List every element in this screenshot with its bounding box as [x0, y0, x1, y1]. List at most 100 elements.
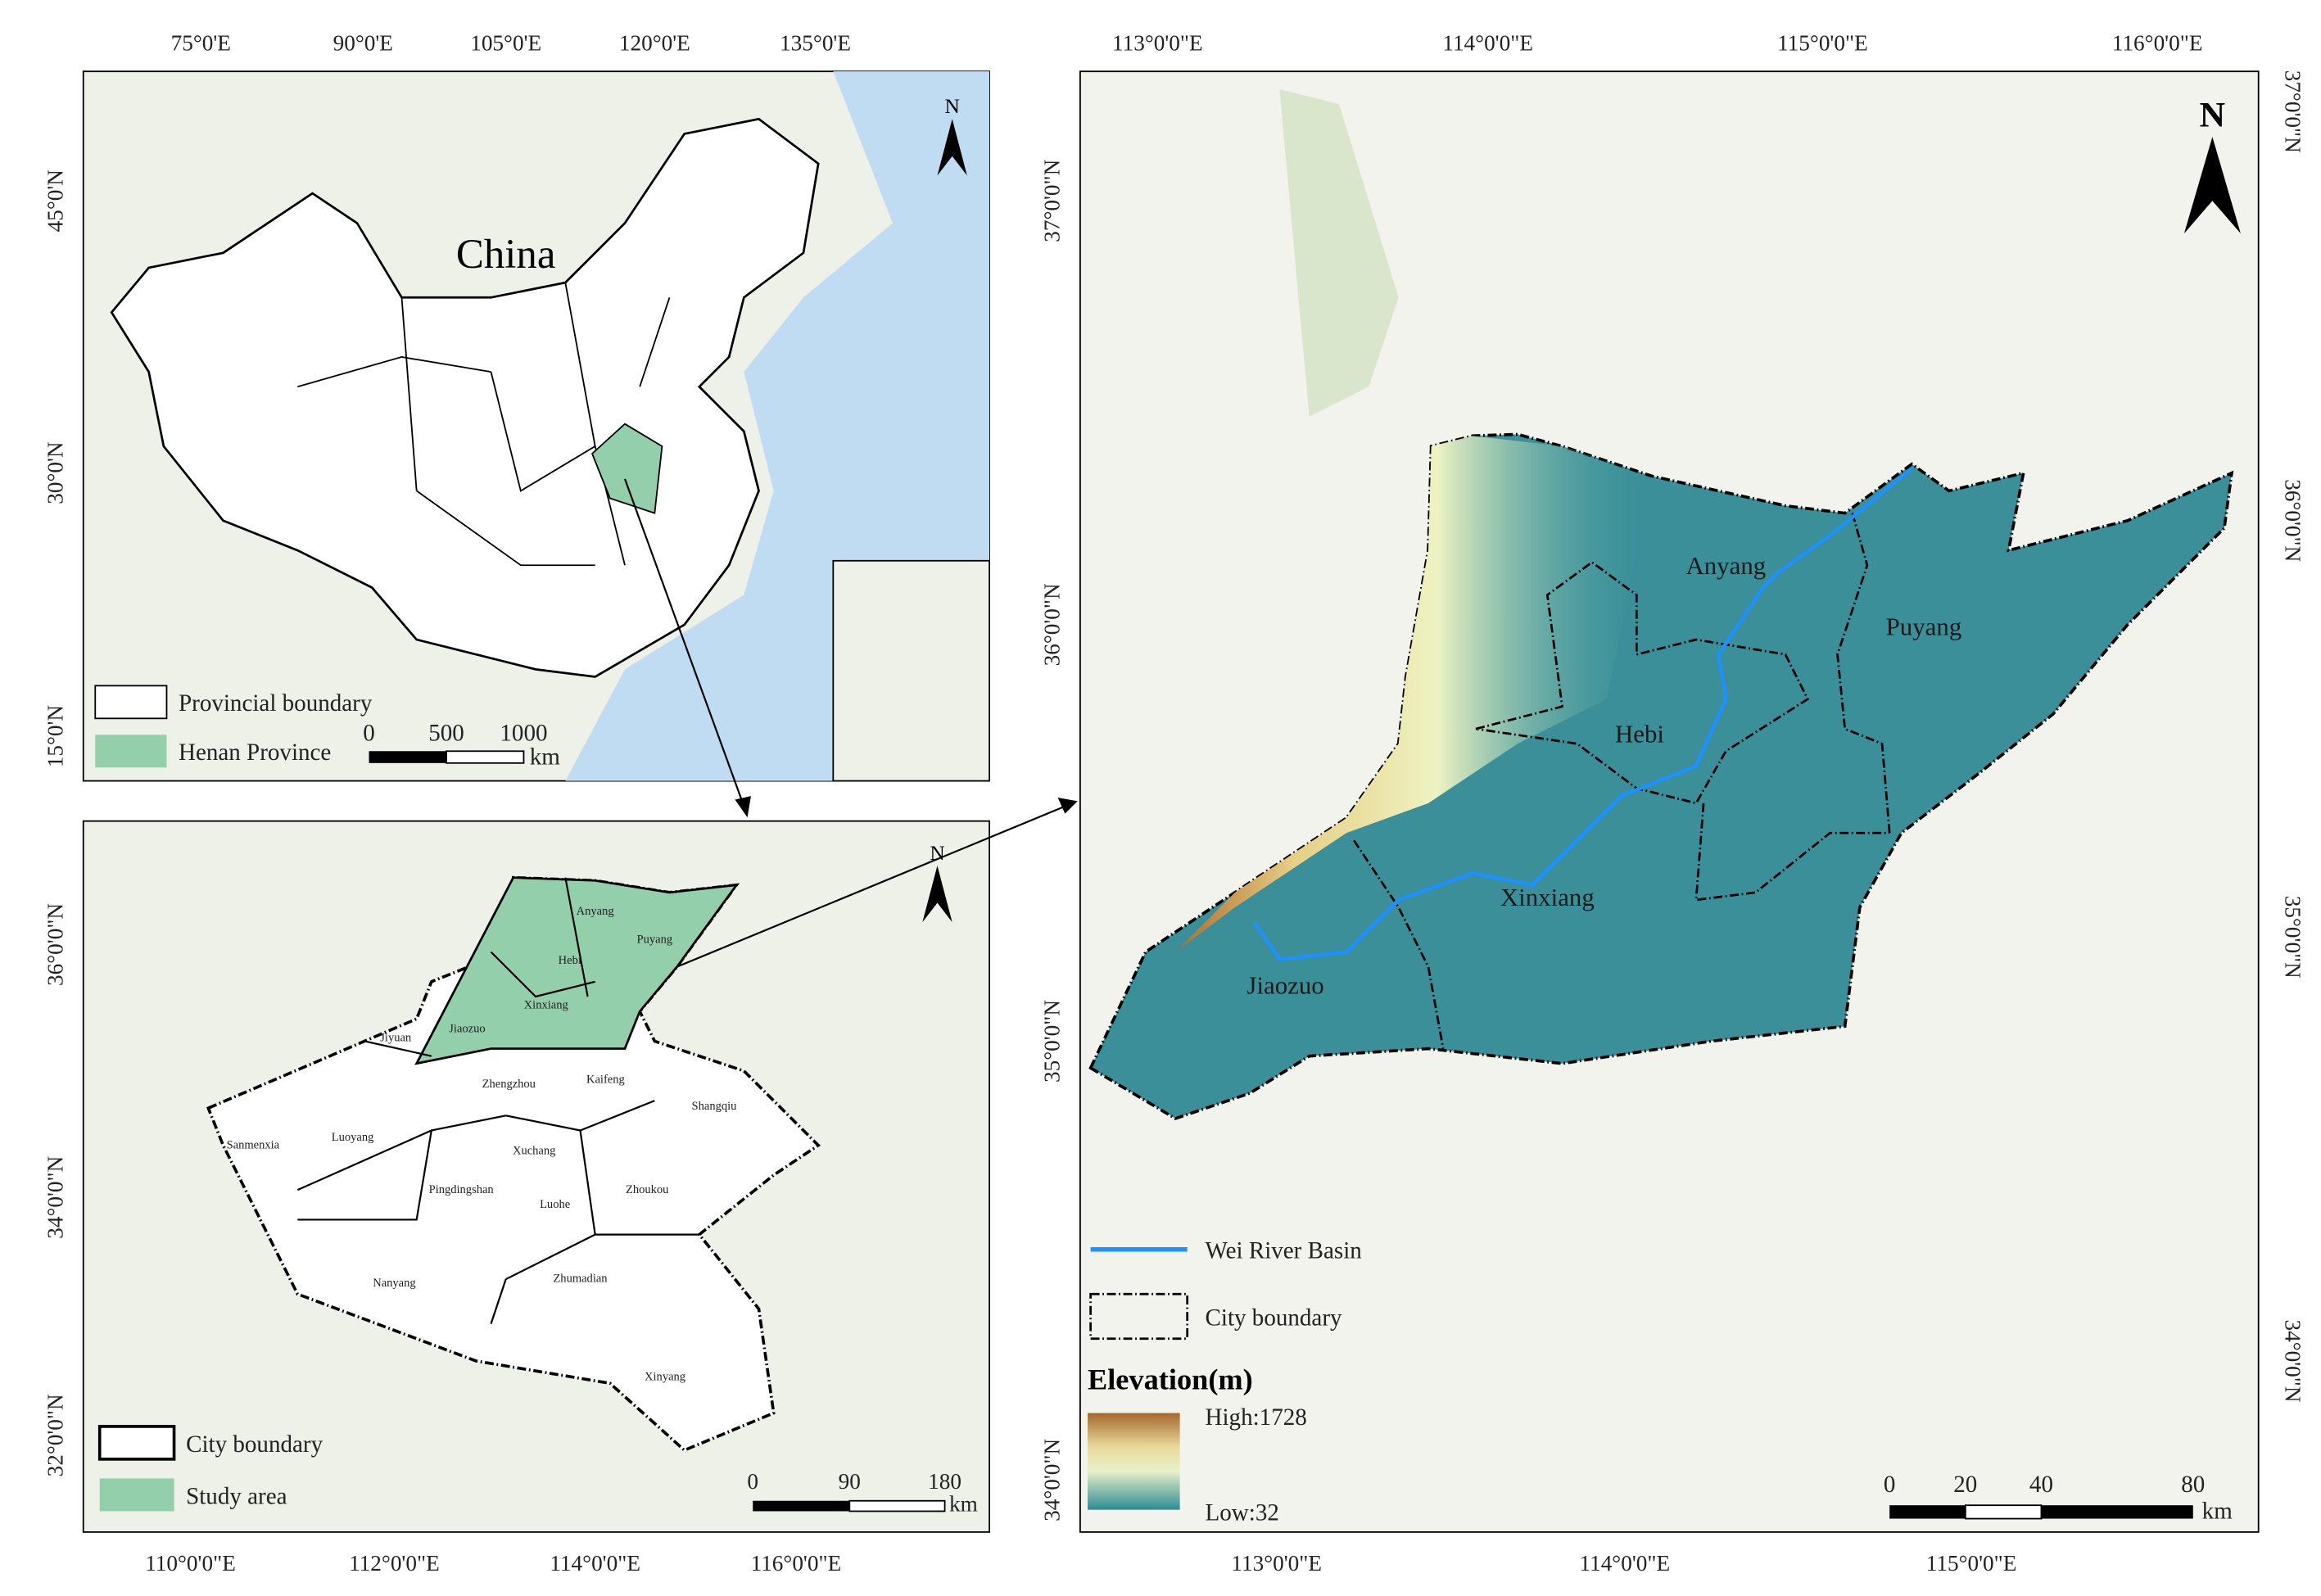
inset	[832, 559, 990, 782]
city-label: Shangqiu	[692, 1100, 738, 1113]
province-lines	[297, 282, 671, 567]
lon-label: 116°0'0"E	[751, 1551, 842, 1576]
lon-label: 114°0'0"E	[550, 1551, 640, 1576]
lon-label: 113°0'0"E	[1112, 31, 1203, 56]
scale-label: 80	[2181, 1472, 2205, 1498]
connector	[623, 478, 745, 807]
legend-label: Wei River Basin	[1206, 1238, 1363, 1264]
legend-swatch	[97, 1425, 176, 1461]
scale-bar	[369, 751, 446, 763]
wei-river	[1252, 467, 1913, 961]
scale-label: 0	[363, 721, 375, 747]
city-label: Zhengzhou	[482, 1078, 536, 1091]
scale-unit: km	[530, 744, 561, 771]
terrain	[1279, 88, 1399, 417]
city-label: Luohe	[540, 1198, 570, 1211]
city-label: Sanmenxia	[227, 1138, 280, 1151]
lat-label: 36°0'0"N	[2280, 479, 2305, 562]
legend-swatch	[1089, 1292, 1189, 1341]
scale-label: 40	[2029, 1472, 2053, 1498]
lat-label: 36°0'0"N	[43, 903, 67, 986]
lat-label: 35°0'0"N	[2280, 896, 2305, 979]
lon-label: 110°0'0"E	[145, 1551, 236, 1576]
study-area	[414, 876, 740, 1065]
lat-label: 32°0'0"N	[43, 1394, 67, 1476]
legend-label: Provincial boundary	[179, 690, 373, 717]
legend-label: Study area	[186, 1483, 287, 1509]
lat-label: 34°0'0"N	[2280, 1319, 2305, 1402]
arrowhead	[735, 796, 751, 818]
henan-province	[590, 423, 663, 514]
lon-label: 114°0'0"E	[1579, 1551, 1670, 1576]
scale-bar	[848, 1499, 946, 1512]
scale-label: 90	[839, 1469, 861, 1494]
scale-label: 1000	[500, 721, 547, 747]
lat-label: 45°0'N	[43, 170, 67, 233]
city-label: Anyang	[1685, 551, 1766, 580]
city-label: Hebi	[559, 954, 581, 967]
map-title: China	[456, 232, 556, 278]
scale-label: 0	[747, 1469, 758, 1494]
city-label: Anyang	[577, 905, 614, 918]
north-label: N	[944, 94, 959, 118]
lon-label: 116°0'0"E	[2112, 31, 2203, 56]
lon-label: 90°0'E	[333, 31, 393, 56]
lon-label: 113°0'0"E	[1231, 1551, 1322, 1576]
lat-label: 30°0'N	[43, 441, 67, 504]
north-arrow	[2183, 137, 2241, 234]
city-label: Jiyuan	[380, 1031, 412, 1044]
lon-label: 105°0'E	[470, 31, 541, 56]
lat-label: 34°0'0"N	[1039, 1438, 1064, 1521]
elevation-hills	[1175, 436, 1652, 952]
china-outline	[110, 117, 820, 678]
scale-unit: km	[2202, 1499, 2233, 1525]
legend-swatch	[99, 1478, 174, 1512]
legend-swatch	[94, 685, 168, 720]
city-label: Puyang	[1886, 613, 1962, 641]
city-label: Kaifeng	[586, 1073, 625, 1086]
connector	[676, 805, 1066, 968]
legend-label: High:1728	[1206, 1404, 1307, 1431]
lon-label: 115°0'0"E	[1777, 31, 1868, 56]
scale-label: 500	[428, 721, 464, 747]
city-label: Puyang	[637, 934, 673, 947]
lat-label: 37°0'0"N	[2280, 70, 2305, 153]
legend-label: Low:32	[1206, 1499, 1279, 1526]
scale-label: 0	[1884, 1472, 1896, 1498]
north-arrow	[937, 119, 967, 176]
legend-title: Elevation(m)	[1088, 1363, 1253, 1396]
legend-label: Henan Province	[179, 739, 331, 766]
city-label: Xuchang	[513, 1145, 555, 1158]
city-label: Xinxiang	[524, 999, 568, 1012]
lon-label: 75°0'E	[171, 31, 231, 56]
scale-bar	[753, 1500, 850, 1512]
lat-label: 35°0'0"N	[1039, 1000, 1064, 1083]
scale-bar	[2041, 1505, 2193, 1519]
north-arrow	[922, 866, 952, 923]
city-label: Luoyang	[332, 1131, 374, 1144]
legend-label: City boundary	[186, 1431, 323, 1458]
connectors	[623, 478, 1078, 968]
ocean	[565, 71, 990, 781]
lat-label: 34°0'0"N	[43, 1155, 67, 1238]
scale-label: 20	[1953, 1472, 1977, 1498]
city-label: Nanyang	[373, 1277, 415, 1290]
lon-label: 112°0'0"E	[349, 1551, 440, 1576]
north-label: N	[930, 841, 944, 865]
north-label: N	[2200, 95, 2225, 134]
scale-bar	[1964, 1504, 2043, 1520]
legend-swatch	[95, 735, 167, 768]
china-panel: China 75°0'E 90°0'E 105°0'E 120°0'E 135°…	[43, 31, 990, 782]
lon-label: 135°0'E	[780, 31, 851, 56]
city-label: Hebi	[1615, 719, 1664, 748]
lat-label: 36°0'0"N	[1039, 583, 1064, 666]
lat-label: 15°0'N	[43, 705, 67, 768]
scale-bar	[446, 750, 525, 764]
lon-label: 114°0'0"E	[1442, 31, 1533, 56]
legend-label: City boundary	[1206, 1304, 1342, 1331]
city-label: Xinyang	[645, 1371, 685, 1384]
lon-label: 120°0'E	[619, 31, 690, 56]
scale-label: 180	[928, 1469, 961, 1494]
